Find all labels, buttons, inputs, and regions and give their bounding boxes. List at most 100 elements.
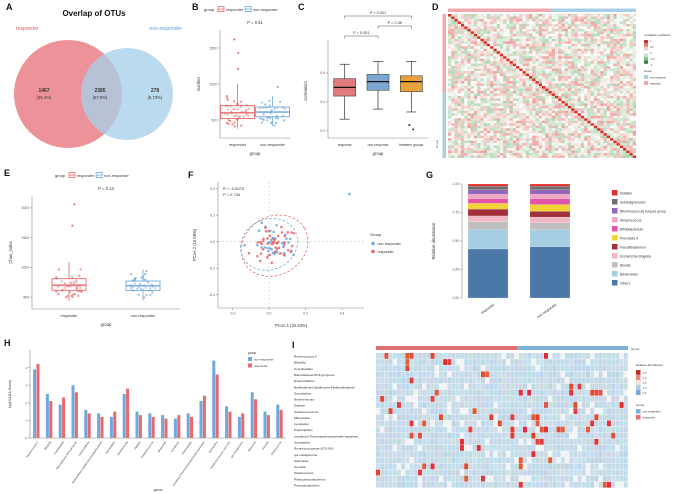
- svg-text:P = 0.61: P = 0.61: [247, 20, 263, 25]
- panel-label-b: B: [192, 2, 199, 12]
- svg-text:0.50: 0.50: [453, 239, 460, 243]
- svg-text:0.75: 0.75: [453, 211, 460, 215]
- lda-bars: [33, 360, 283, 438]
- box-responder: [220, 84, 255, 129]
- svg-text:1: 1: [650, 39, 652, 43]
- svg-text:PCoA 2 (15.68%): PCoA 2 (15.68%): [192, 228, 197, 261]
- svg-text:Group: Group: [631, 347, 640, 351]
- svg-text:Mitsuokella: Mitsuokella: [156, 440, 167, 453]
- panel-g-relative-abundance-bars: G 0.00 0.25 0.50 0.75 1.00 responder non-respo…: [426, 170, 683, 334]
- svg-text:500: 500: [211, 118, 217, 122]
- svg-text:Bilophila: Bilophila: [43, 440, 52, 451]
- panel-i-abundance-heatmap: I Group Ruminococcus 2 Bilophila Coprobacil…: [292, 340, 684, 492]
- svg-text:0: 0: [25, 436, 27, 440]
- svg-text:log10(LDA Score): log10(LDA Score): [8, 380, 12, 408]
- svg-text:Others: Others: [620, 282, 630, 286]
- svg-text:-0.4: -0.4: [209, 293, 215, 297]
- panel-label-e: E: [4, 168, 11, 178]
- svg-text:0.00: 0.00: [453, 296, 460, 300]
- svg-text:Group: Group: [370, 232, 382, 237]
- svg-text:0.2: 0.2: [320, 129, 325, 133]
- panel-label-d: D: [432, 2, 439, 12]
- correlation-cells: [448, 14, 636, 158]
- svg-text:number: number: [196, 76, 201, 91]
- svg-text:0.6: 0.6: [320, 71, 325, 75]
- svg-text:Group: Group: [435, 140, 439, 149]
- pcoa-scatter-plot: -0.2 0.0 0.2 0.4 -0.4 -0.2 0.0 0.2 0.4 R = -0.007…: [192, 182, 402, 328]
- box-non-responder: [255, 96, 290, 126]
- legend: group responder non-responder: [55, 172, 130, 178]
- svg-text:-1: -1: [650, 63, 653, 67]
- svg-text:group: group: [248, 351, 256, 355]
- svg-text:Overlap of OTUs: Overlap of OTUs: [62, 9, 126, 18]
- svg-text:Selimonas: Selimonas: [247, 440, 258, 453]
- svg-text:Chao_index: Chao_index: [8, 240, 13, 263]
- svg-text:Prevotella 9: Prevotella 9: [620, 237, 638, 241]
- svg-text:responder: responder: [226, 8, 244, 12]
- svg-text:(6.73%): (6.73%): [148, 95, 163, 100]
- box-between groups: [400, 61, 423, 131]
- svg-text:Streptococcus: Streptococcus: [270, 440, 283, 456]
- svg-text:group: group: [55, 173, 66, 178]
- jitter-points-non-responder: [129, 269, 157, 299]
- svg-text:responder: responder: [60, 314, 78, 318]
- svg-text:-0.5: -0.5: [650, 57, 655, 61]
- svg-text:2000: 2000: [21, 206, 29, 210]
- svg-text:non-responder: non-responder: [260, 143, 285, 147]
- svg-text:P = 0.13: P = 0.13: [98, 186, 114, 191]
- box-response: [333, 63, 356, 120]
- svg-text:group: group: [373, 151, 384, 156]
- sig-bracket: P = 0.001: [344, 31, 379, 39]
- panel-e-chao-index-boxplot: E group responder non-responder P = 0.13 500…: [4, 168, 186, 335]
- svg-text:Bifidobacterium: Bifidobacterium: [620, 228, 644, 232]
- sig-bracket: P < 0.001: [344, 11, 412, 19]
- sample-group-annotation: [376, 346, 628, 350]
- svg-text:R = -0.0073: R = -0.0073: [223, 186, 245, 191]
- svg-text:4: 4: [25, 366, 27, 370]
- correlation-boxplot: 0.2 0.4 0.6 response non-response between gro…: [303, 11, 428, 156]
- svg-text:0.4: 0.4: [210, 187, 215, 191]
- svg-text:responder: responder: [229, 143, 247, 147]
- svg-text:Group: Group: [644, 69, 652, 73]
- svg-text:Peptoniphilus: Peptoniphilus: [181, 440, 194, 456]
- svg-text:group: group: [101, 322, 112, 327]
- confidence-ellipses: [240, 214, 309, 277]
- stacked-bar-non-responder: [529, 183, 571, 299]
- svg-text:1500: 1500: [21, 236, 29, 240]
- svg-text:(35.4%): (35.4%): [37, 95, 52, 100]
- svg-text:1467: 1467: [38, 88, 49, 94]
- heatmap-cells: [376, 353, 628, 488]
- svg-text:non-response: non-response: [650, 75, 666, 79]
- correlation-heatmap: correlation coefficient 1 0.5 0 -0.5 -1 Group n…: [435, 8, 671, 158]
- lda-score-bar-chart: 0 1 2 3 4 Ruminococcus 2 Bilophila Coprobacillu…: [8, 350, 286, 492]
- stacked-bar-responder: [467, 183, 509, 299]
- svg-text:responder: responder: [16, 26, 39, 32]
- svg-text:-0.2: -0.2: [209, 267, 215, 271]
- box-non-response: [366, 61, 390, 110]
- svg-text:1000: 1000: [21, 266, 29, 270]
- svg-text:[Ruminococcus] torques group: [Ruminococcus] torques group: [620, 210, 666, 214]
- svg-text:Subdoligranulum: Subdoligranulum: [620, 201, 646, 205]
- svg-text:PCoA 1 (32.53%): PCoA 1 (32.53%): [275, 323, 308, 328]
- svg-text:P = 0.38: P = 0.38: [388, 21, 402, 25]
- svg-text:Coprobacillus: Coprobacillus: [53, 440, 66, 456]
- svg-text:Streptococcus: Streptococcus: [620, 219, 642, 223]
- svg-text:2: 2: [25, 401, 27, 405]
- svg-text:non-responder: non-responder: [104, 174, 129, 178]
- svg-text:1500: 1500: [209, 46, 217, 50]
- taxa-legend: Dialister Subdoligranulum [Ruminococcus] t…: [612, 190, 666, 286]
- svg-text:group: group: [204, 7, 215, 12]
- relative-abundance-stacked-bar: 0.00 0.25 0.50 0.75 1.00 responder non-respond…: [431, 182, 666, 319]
- svg-text:P < 0.001: P < 0.001: [370, 11, 386, 15]
- panel-label-h: H: [4, 338, 11, 348]
- svg-text:gut metagenome: gut metagenome: [230, 440, 245, 459]
- svg-text:Acidaminococcus: Acidaminococcus: [140, 440, 155, 459]
- svg-text:group: group: [250, 151, 261, 156]
- panel-label-g: G: [426, 170, 434, 180]
- svg-text:0.0: 0.0: [267, 312, 272, 316]
- svg-text:responder: responder: [378, 250, 395, 254]
- panel-label-a: A: [6, 2, 13, 12]
- svg-text:-0.2: -0.2: [230, 312, 236, 316]
